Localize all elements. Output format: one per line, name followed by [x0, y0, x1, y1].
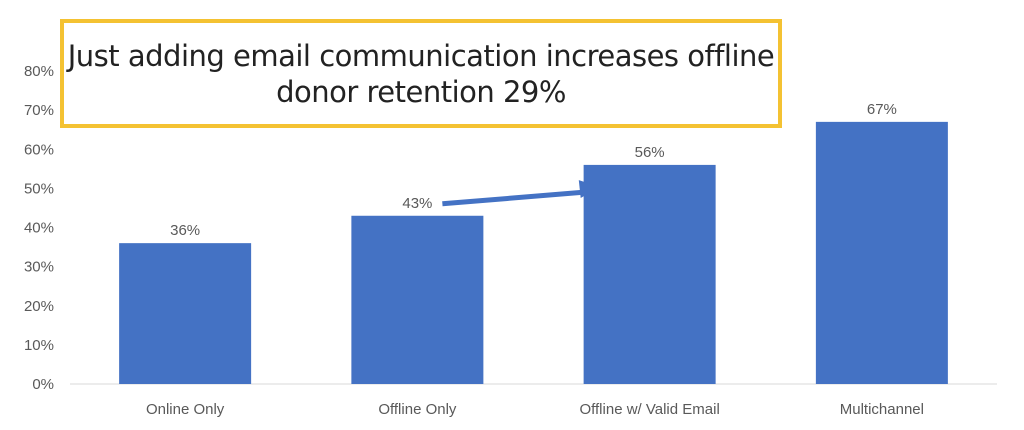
bar	[119, 243, 252, 384]
arrow-shaft	[442, 189, 588, 207]
x-tick-label: Multichannel	[840, 401, 924, 418]
callout-line-1: Just adding email communication increase…	[67, 38, 775, 73]
y-tick-label: 30%	[24, 259, 54, 276]
arrow-head	[578, 180, 600, 198]
callout-line-2: donor retention 29%	[276, 74, 566, 109]
data-label: 56%	[635, 144, 665, 161]
data-label: 43%	[402, 195, 432, 212]
y-tick-label: 0%	[32, 376, 54, 393]
x-tick-label: Offline w/ Valid Email	[579, 401, 719, 418]
x-tick-label: Offline Only	[378, 401, 457, 418]
bar	[351, 215, 484, 384]
callout-box: Just adding email communication increase…	[60, 19, 782, 128]
y-tick-label: 50%	[24, 180, 54, 197]
y-tick-label: 70%	[24, 102, 54, 119]
bar	[583, 164, 716, 384]
x-tick-label: Online Only	[146, 401, 225, 418]
y-tick-label: 10%	[24, 337, 54, 354]
y-tick-label: 40%	[24, 220, 54, 237]
data-label: 36%	[170, 222, 200, 239]
bar	[815, 121, 948, 385]
y-tick-label: 80%	[24, 63, 54, 80]
y-tick-label: 20%	[24, 298, 54, 315]
y-tick-label: 60%	[24, 141, 54, 158]
data-label: 67%	[867, 101, 897, 118]
